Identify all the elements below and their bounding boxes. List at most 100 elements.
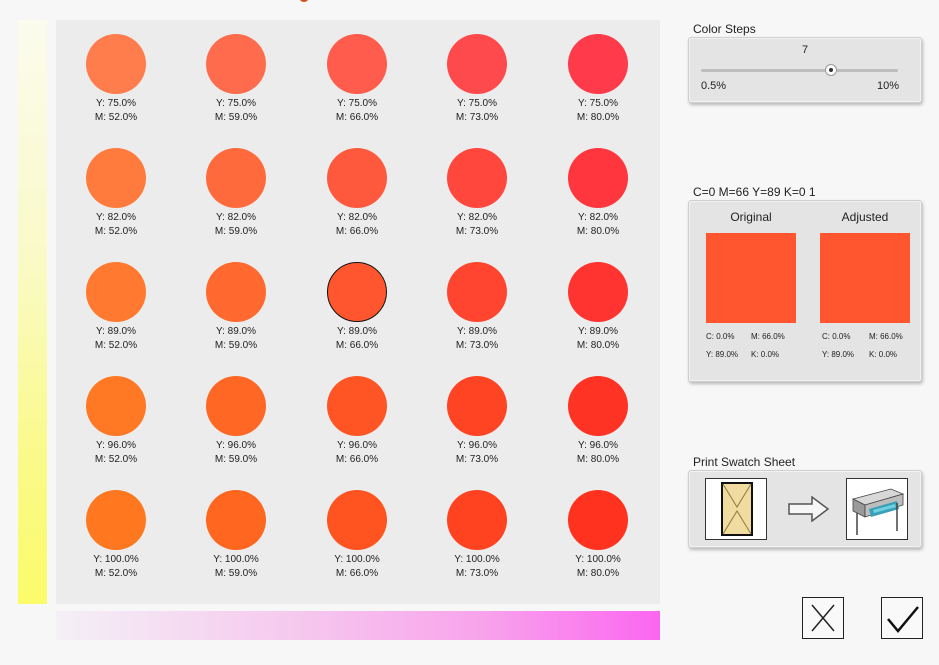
color-steps-slider-thumb[interactable] (825, 64, 838, 76)
color-steps-slider-track[interactable] (701, 69, 898, 72)
color-swatch[interactable] (86, 34, 146, 94)
swatch-yellow-label: Y: 75.0% (336, 98, 378, 109)
original-y-value: Y: 89.0% (706, 350, 739, 359)
magenta-gradient-axis (56, 611, 660, 640)
color-swatch[interactable] (447, 34, 507, 94)
color-steps-min-label: 0.5% (701, 80, 727, 92)
print-button[interactable] (846, 478, 908, 540)
swatch-magenta-label: M: 66.0% (335, 112, 379, 123)
adjusted-c-value: C: 0.0% (822, 332, 851, 341)
swatch-magenta-label: M: 73.0% (455, 226, 499, 237)
swatch-magenta-label: M: 59.0% (214, 454, 258, 465)
swatch-magenta-label: M: 52.0% (94, 340, 138, 351)
adjusted-color-swatch (820, 233, 910, 323)
cancel-button[interactable] (802, 597, 844, 639)
swatch-cell: Y: 100.0% M: 52.0% (56, 476, 176, 590)
color-swatch[interactable] (86, 376, 146, 436)
swatch-yellow-label: Y: 100.0% (93, 554, 139, 565)
selected-color-swatch[interactable] (327, 262, 387, 322)
swatch-magenta-label: M: 59.0% (214, 112, 258, 123)
original-m-value: M: 66.0% (751, 332, 785, 341)
swatch-yellow-label: Y: 96.0% (215, 440, 257, 451)
swatch-yellow-label: Y: 82.0% (95, 212, 137, 223)
swatch-yellow-label: Y: 89.0% (336, 326, 378, 337)
color-steps-title: Color Steps (693, 22, 756, 36)
swatch-yellow-label: Y: 100.0% (213, 554, 259, 565)
swatch-yellow-label: Y: 100.0% (334, 554, 380, 565)
color-swatch[interactable] (447, 148, 507, 208)
swatch-magenta-label: M: 59.0% (214, 340, 258, 351)
color-swatch[interactable] (86, 148, 146, 208)
swatch-cell: Y: 100.0% M: 66.0% (297, 476, 417, 590)
swatch-magenta-label: M: 80.0% (576, 226, 620, 237)
swatch-magenta-label: M: 80.0% (576, 112, 620, 123)
color-swatch[interactable] (568, 34, 628, 94)
color-swatch[interactable] (206, 148, 266, 208)
swatch-magenta-label: M: 73.0% (455, 112, 499, 123)
color-swatch[interactable] (568, 148, 628, 208)
swatch-yellow-label: Y: 96.0% (336, 440, 378, 451)
swatch-cell: Y: 89.0% M: 73.0% (417, 248, 537, 362)
color-swatch[interactable] (206, 262, 266, 322)
color-swatch[interactable] (568, 262, 628, 322)
swatch-yellow-label: Y: 82.0% (456, 212, 498, 223)
color-swatch[interactable] (327, 34, 387, 94)
current-cmyk-title: C=0 M=66 Y=89 K=0 1 (693, 185, 816, 199)
swatch-cell: Y: 96.0% M: 52.0% (56, 362, 176, 476)
adjusted-y-value: Y: 89.0% (822, 350, 855, 359)
compare-panel: Original Adjusted C: 0.0% M: 66.0% Y: 89… (688, 200, 922, 382)
swatch-magenta-label: M: 80.0% (576, 454, 620, 465)
swatch-yellow-label: Y: 89.0% (456, 326, 498, 337)
swatch-magenta-label: M: 66.0% (335, 340, 379, 351)
ok-button[interactable] (881, 597, 923, 639)
swatch-magenta-label: M: 73.0% (455, 454, 499, 465)
color-swatch[interactable] (447, 376, 507, 436)
swatch-yellow-label: Y: 75.0% (215, 98, 257, 109)
swatch-yellow-label: Y: 89.0% (577, 326, 619, 337)
color-swatch[interactable] (327, 376, 387, 436)
color-swatch[interactable] (327, 148, 387, 208)
close-icon (811, 604, 835, 632)
swatch-yellow-label: Y: 89.0% (215, 326, 257, 337)
color-swatch[interactable] (206, 34, 266, 94)
check-icon (887, 606, 919, 633)
color-swatch[interactable] (86, 262, 146, 322)
color-swatch[interactable] (568, 376, 628, 436)
swatch-yellow-label: Y: 82.0% (215, 212, 257, 223)
color-swatch[interactable] (327, 490, 387, 550)
swatch-sheet-button[interactable] (705, 478, 767, 540)
swatch-cell: Y: 89.0% M: 59.0% (176, 248, 296, 362)
swatch-magenta-label: M: 59.0% (214, 226, 258, 237)
swatch-magenta-label: M: 52.0% (94, 112, 138, 123)
color-swatch[interactable] (86, 490, 146, 550)
printer-icon (851, 488, 905, 535)
swatch-yellow-label: Y: 89.0% (95, 326, 137, 337)
swatch-yellow-label: Y: 82.0% (336, 212, 378, 223)
original-heading: Original (730, 210, 772, 224)
swatch-cell: Y: 89.0% M: 52.0% (56, 248, 176, 362)
color-swatch[interactable] (447, 262, 507, 322)
color-steps-value: 7 (801, 44, 809, 56)
swatch-yellow-label: Y: 96.0% (95, 440, 137, 451)
color-swatch[interactable] (206, 490, 266, 550)
swatch-magenta-label: M: 59.0% (214, 568, 258, 579)
swatch-cell: Y: 75.0% M: 59.0% (176, 20, 296, 134)
color-swatch[interactable] (447, 490, 507, 550)
swatch-paper-icon (721, 482, 753, 536)
swatch-magenta-label: M: 52.0% (94, 568, 138, 579)
color-swatch[interactable] (206, 376, 266, 436)
swatch-magenta-label: M: 66.0% (335, 454, 379, 465)
swatch-cell: Y: 75.0% M: 52.0% (56, 20, 176, 134)
swatch-cell: Y: 100.0% M: 80.0% (538, 476, 658, 590)
swatch-cell: Y: 100.0% M: 59.0% (176, 476, 296, 590)
swatch-grid: Y: 75.0% M: 52.0% Y: 75.0% M: 59.0% Y: 75.0%… (56, 20, 660, 604)
swatch-yellow-label: Y: 75.0% (95, 98, 137, 109)
swatch-cell: Y: 96.0% M: 59.0% (176, 362, 296, 476)
swatch-cell: Y: 96.0% M: 80.0% (538, 362, 658, 476)
swatch-magenta-label: M: 66.0% (335, 226, 379, 237)
print-swatch-panel (688, 470, 922, 548)
swatch-magenta-label: M: 52.0% (94, 226, 138, 237)
color-swatch[interactable] (568, 490, 628, 550)
swatch-magenta-label: M: 80.0% (576, 340, 620, 351)
swatch-yellow-label: Y: 96.0% (577, 440, 619, 451)
